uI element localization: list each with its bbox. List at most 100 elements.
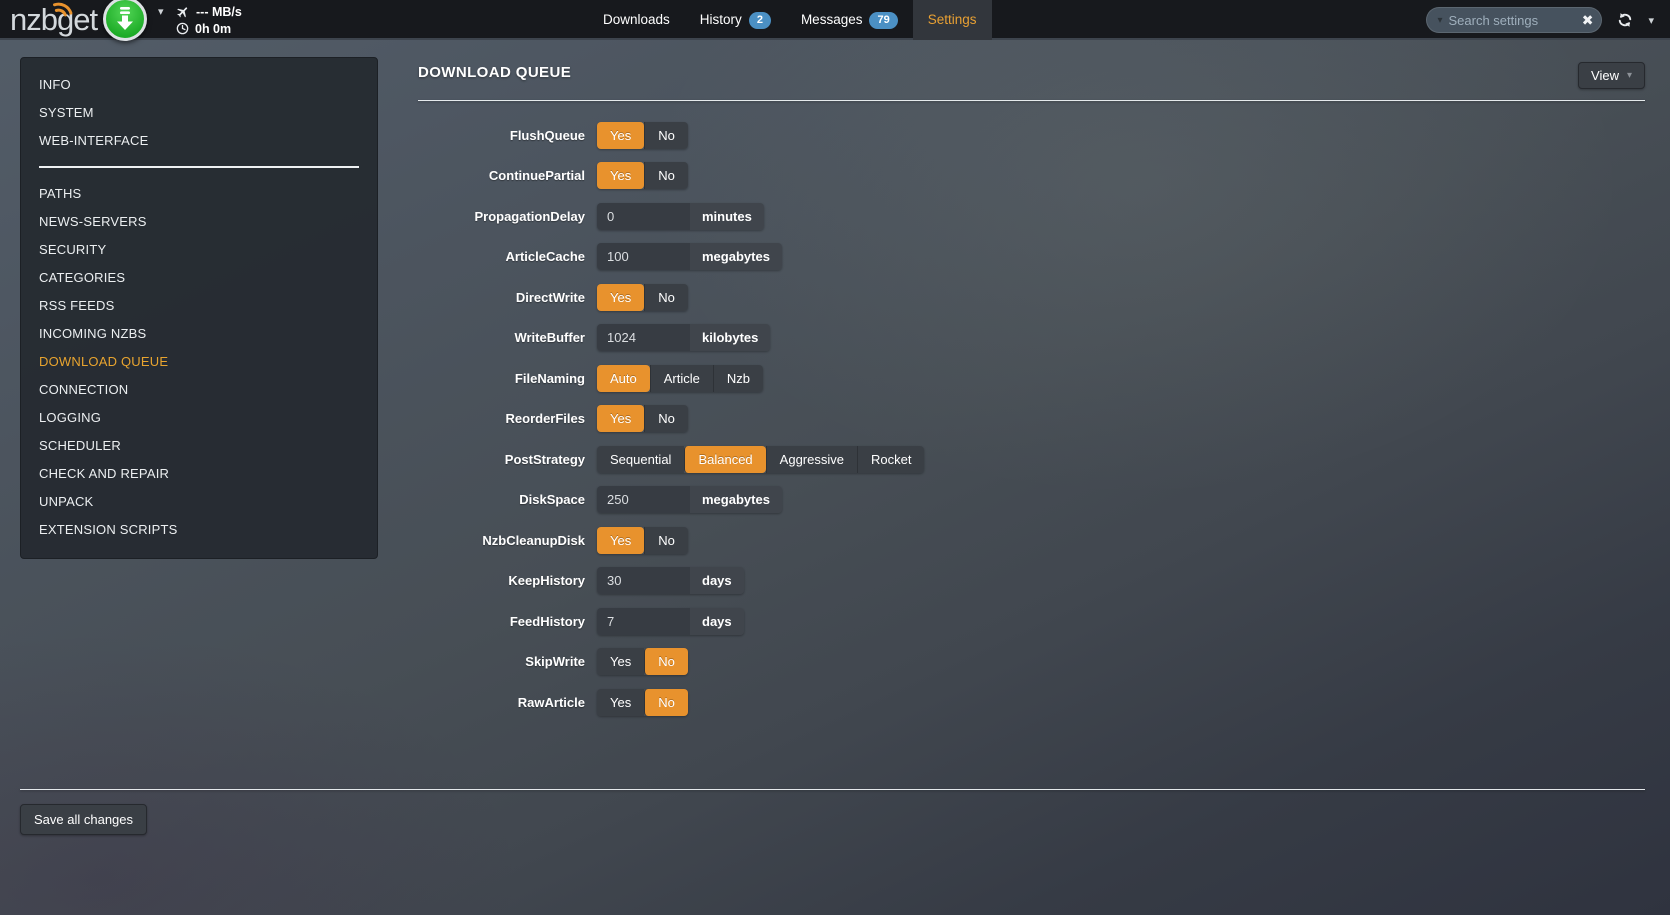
sidebar-item-logging[interactable]: LOGGING [39, 410, 102, 425]
option-button-no[interactable]: No [644, 405, 688, 433]
setting-label: SkipWrite [525, 654, 585, 670]
nav-tab-downloads[interactable]: Downloads [588, 0, 685, 40]
status-indicators: --- MB/s 0h 0m [176, 3, 242, 37]
sidebar-item-info[interactable]: INFO [39, 77, 71, 92]
option-button-rocket[interactable]: Rocket [856, 445, 925, 473]
nav-tab-messages[interactable]: Messages 79 [786, 0, 913, 40]
unit-label: days [690, 567, 744, 595]
setting-label: FileNaming [514, 370, 585, 386]
setting-row-keephistory: KeepHistory days [418, 561, 1645, 602]
option-button-no[interactable]: No [644, 688, 688, 716]
title-divider [418, 100, 1645, 101]
speed-status: --- MB/s [176, 3, 242, 20]
setting-label: PropagationDelay [474, 208, 585, 224]
option-button-yes[interactable]: Yes [597, 688, 645, 716]
value-input-group: megabytes [597, 243, 782, 271]
refresh-button[interactable] [1616, 11, 1634, 29]
setting-row-continuepartial: ContinuePartial Yes No [418, 156, 1645, 197]
option-button-aggressive[interactable]: Aggressive [765, 445, 857, 473]
value-input[interactable] [597, 486, 690, 514]
sidebar-item-connection[interactable]: CONNECTION [39, 382, 129, 397]
sidebar-item-unpack[interactable]: UNPACK [39, 494, 94, 509]
toggle-group: Yes No [597, 121, 688, 149]
sidebar-item-rss-feeds[interactable]: RSS FEEDS [39, 298, 115, 313]
value-input[interactable] [597, 607, 690, 635]
sidebar-item-news-servers[interactable]: NEWS-SERVERS [39, 214, 147, 229]
nav-tab-label: Messages [800, 12, 863, 27]
setting-row-skipwrite: SkipWrite Yes No [418, 642, 1645, 683]
nav-tab-label: History [699, 12, 742, 27]
setting-row-articlecache: ArticleCache megabytes [418, 237, 1645, 278]
clear-search-icon[interactable]: ✖ [1581, 12, 1594, 28]
sidebar-item-check-and-repair[interactable]: CHECK AND REPAIR [39, 466, 170, 481]
setting-row-rawarticle: RawArticle Yes No [418, 682, 1645, 723]
search-box: ▾ ✖ [1426, 7, 1603, 33]
setting-row-diskspace: DiskSpace megabytes [418, 480, 1645, 521]
toggle-group: Yes No [597, 648, 688, 676]
topbar-menu-caret-icon[interactable]: ▾ [1648, 14, 1654, 27]
value-input[interactable] [597, 243, 690, 271]
option-button-yes[interactable]: Yes [597, 283, 645, 311]
sidebar-item-paths[interactable]: PATHS [39, 186, 82, 201]
view-caret-icon: ▾ [1626, 70, 1632, 81]
sidebar-item-incoming-nzbs[interactable]: INCOMING NZBS [39, 326, 147, 341]
setting-row-nzbcleanupdisk: NzbCleanupDisk Yes No [418, 520, 1645, 561]
setting-label: WriteBuffer [514, 330, 585, 346]
setting-label: FeedHistory [509, 613, 585, 629]
nav-tab-settings[interactable]: Settings [912, 0, 992, 40]
toggle-group: Auto Article Nzb [597, 364, 763, 392]
option-button-nzb[interactable]: Nzb [712, 364, 763, 392]
form-footer: Save all changes [20, 789, 1645, 835]
option-button-no[interactable]: No [644, 162, 688, 190]
option-button-no[interactable]: No [644, 526, 688, 554]
value-input[interactable] [597, 202, 690, 230]
option-button-auto[interactable]: Auto [597, 364, 650, 392]
save-all-changes-button[interactable]: Save all changes [20, 804, 148, 835]
option-button-yes[interactable]: Yes [597, 121, 645, 149]
toggle-group: Yes No [597, 688, 688, 716]
setting-row-propagationdelay: PropagationDelay minutes [418, 196, 1645, 237]
view-button-label: View [1591, 68, 1619, 83]
setting-row-poststrategy: PostStrategy Sequential Balanced Aggressive… [418, 439, 1645, 480]
sidebar-item-extension-scripts[interactable]: EXTENSION SCRIPTS [39, 522, 178, 537]
option-button-no[interactable]: No [644, 648, 688, 676]
download-play-pause-button[interactable] [103, 0, 147, 41]
sidebar-item-web-interface[interactable]: WEB-INTERFACE [39, 133, 149, 148]
setting-label: RawArticle [517, 694, 585, 710]
nav-tab-label: Downloads [603, 12, 670, 27]
option-button-no[interactable]: No [644, 283, 688, 311]
setting-row-writebuffer: WriteBuffer kilobytes [418, 318, 1645, 359]
sidebar-item-categories[interactable]: CATEGORIES [39, 270, 126, 285]
sidebar-item-system[interactable]: SYSTEM [39, 105, 94, 120]
time-status: 0h 0m [176, 20, 242, 37]
sidebar-item-scheduler[interactable]: SCHEDULER [39, 438, 121, 453]
view-button[interactable]: View ▾ [1578, 62, 1645, 89]
value-input-group: megabytes [597, 486, 782, 514]
toggle-group: Yes No [597, 162, 688, 190]
sidebar-item-security[interactable]: SECURITY [39, 242, 107, 257]
search-input[interactable] [1448, 12, 1576, 28]
setting-label: DiskSpace [519, 492, 585, 508]
setting-label: DirectWrite [515, 289, 585, 305]
speed-value: --- MB/s [196, 4, 242, 19]
option-button-balanced[interactable]: Balanced [684, 445, 766, 473]
sidebar-item-download-queue[interactable]: DOWNLOAD QUEUE [39, 354, 169, 369]
option-button-yes[interactable]: Yes [597, 162, 645, 190]
option-button-yes[interactable]: Yes [597, 526, 645, 554]
value-input-group: kilobytes [597, 324, 771, 352]
brand-area: nzbget [10, 0, 98, 40]
value-input[interactable] [597, 567, 690, 595]
unit-label: megabytes [690, 243, 782, 271]
option-button-yes[interactable]: Yes [597, 405, 645, 433]
option-button-no[interactable]: No [644, 121, 688, 149]
clock-icon [176, 22, 189, 35]
value-input[interactable] [597, 324, 690, 352]
setting-row-directwrite: DirectWrite Yes No [418, 277, 1645, 318]
option-button-yes[interactable]: Yes [597, 648, 645, 676]
option-button-sequential[interactable]: Sequential [597, 445, 685, 473]
toggle-group: Yes No [597, 405, 688, 433]
option-button-article[interactable]: Article [649, 364, 713, 392]
search-scope-caret-icon[interactable]: ▾ [1437, 14, 1443, 26]
nav-tab-history[interactable]: History 2 [685, 0, 786, 40]
play-menu-caret-icon[interactable]: ▾ [158, 6, 164, 18]
